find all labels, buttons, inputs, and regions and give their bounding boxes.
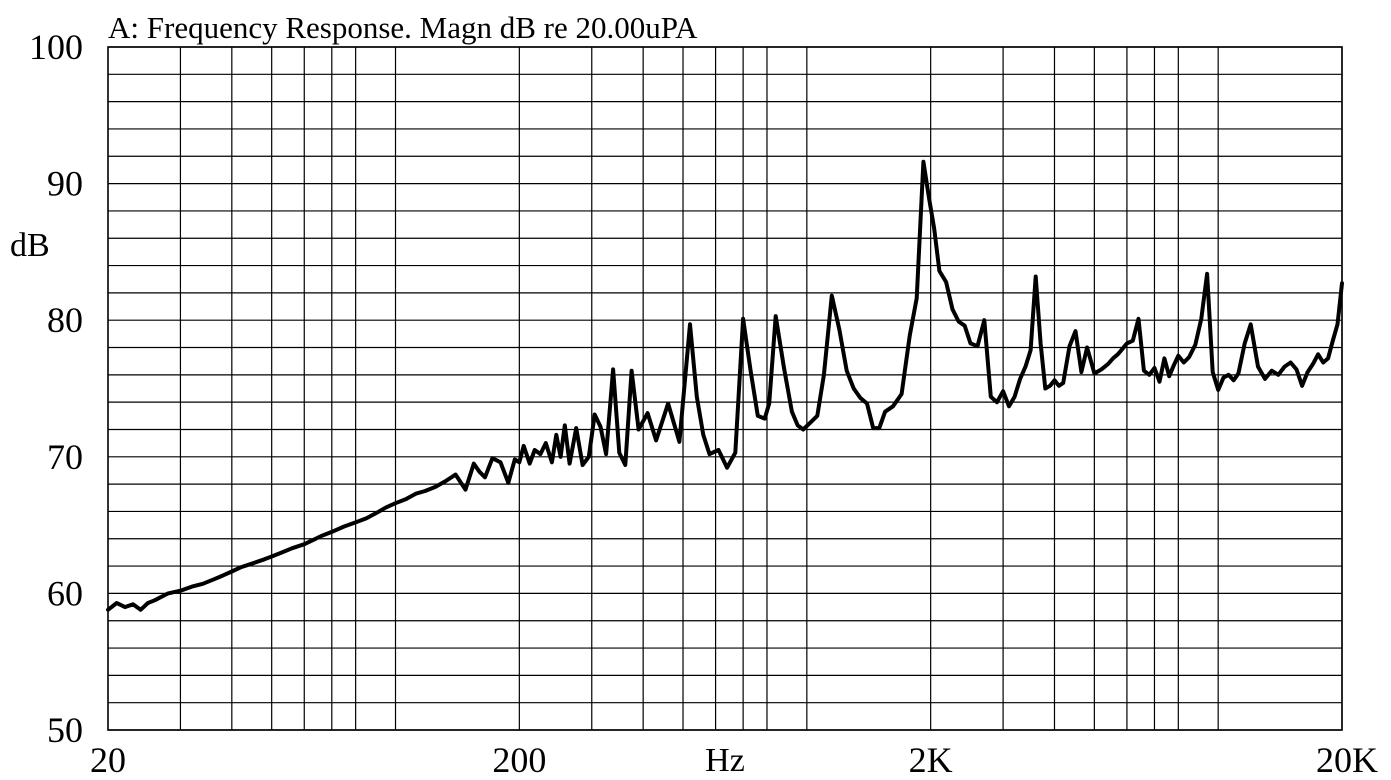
y-tick-label: 100 (29, 27, 83, 67)
y-tick-labels: 50 60 70 80 90 100 (29, 27, 83, 750)
y-tick-label: 60 (47, 573, 83, 613)
y-tick-label: 90 (47, 164, 83, 204)
x-tick-label: 20K (1316, 740, 1378, 780)
y-axis-label: dB (10, 227, 50, 264)
grid (108, 46, 1343, 731)
plot-frame (107, 46, 1343, 731)
x-tick-label: 20 (90, 740, 126, 780)
y-tick-label: 80 (47, 300, 83, 340)
y-tick-label: 70 (47, 437, 83, 477)
chart-title: A: Frequency Response. Magn dB re 20.00u… (108, 10, 698, 45)
y-tick-label: 50 (47, 710, 83, 750)
response-curve (106, 159, 1344, 612)
x-tick-label: 200 (492, 740, 546, 780)
x-tick-label: 2K (909, 740, 953, 780)
x-tick-labels: 20 200 2K 20K (90, 740, 1378, 780)
x-axis-label: Hz (705, 742, 745, 779)
